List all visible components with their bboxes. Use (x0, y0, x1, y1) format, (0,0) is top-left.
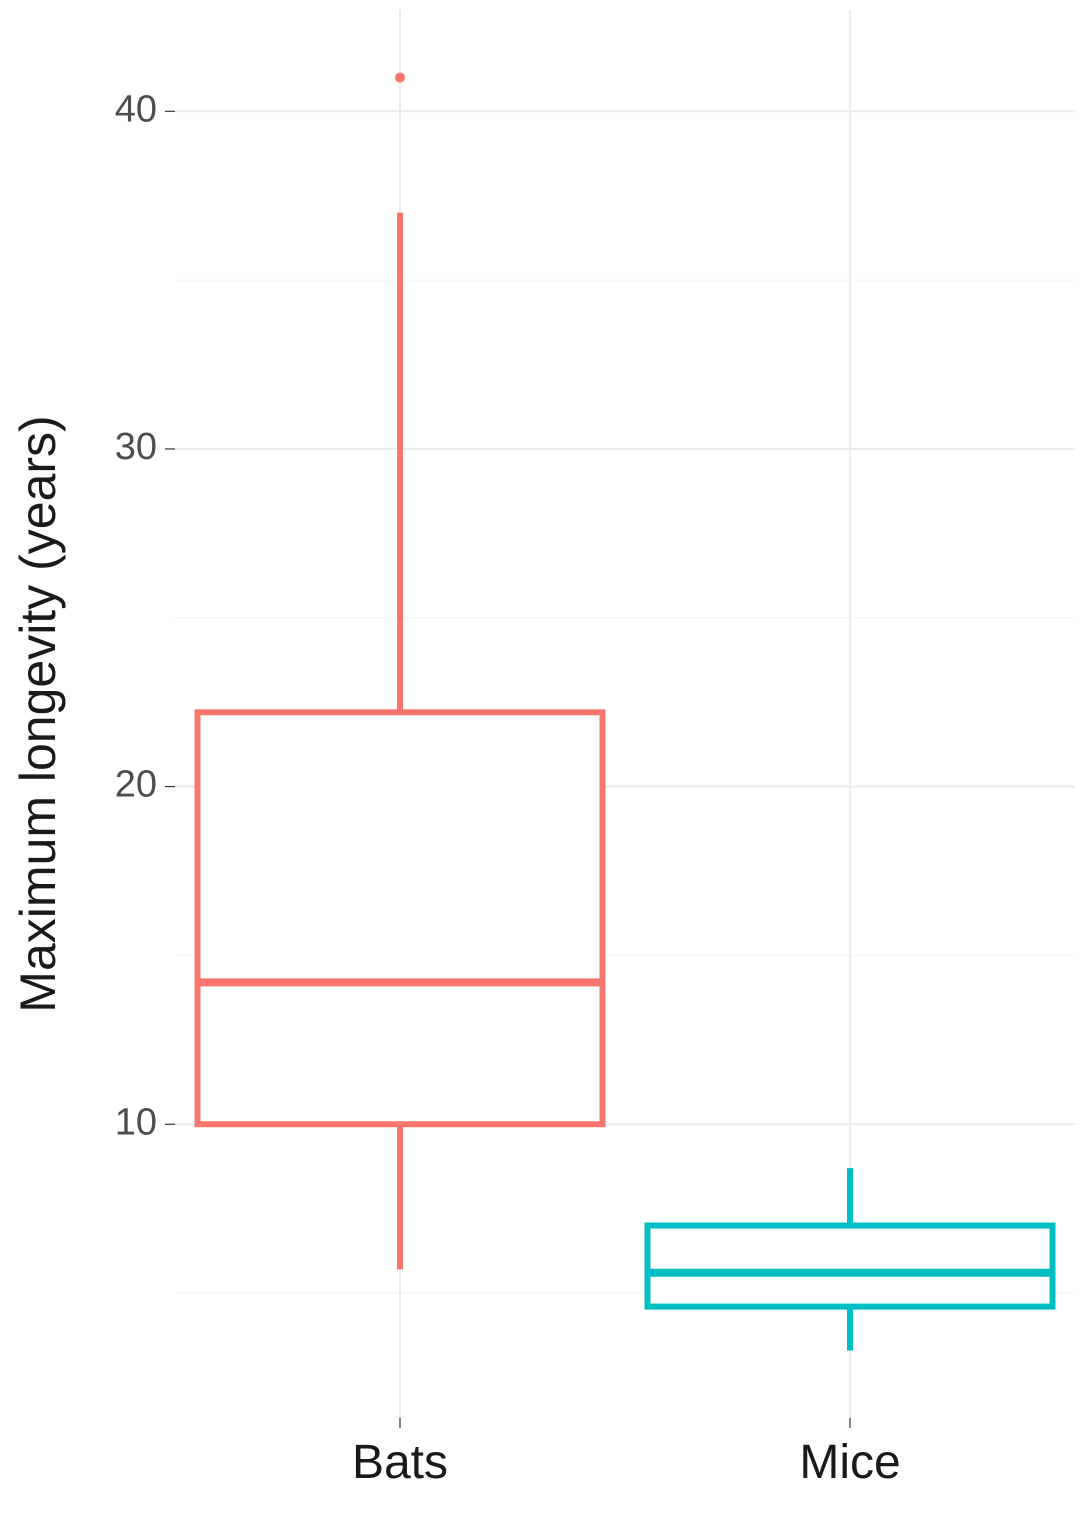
y-tick-label: 30 (115, 426, 157, 468)
y-tick-label: 10 (115, 1101, 157, 1143)
outlier-point (395, 73, 405, 83)
box-rect (648, 1226, 1053, 1307)
y-tick-label: 40 (115, 88, 157, 130)
x-tick-label: Mice (799, 1436, 900, 1489)
chart-svg: 10 20 30 40 Bats Mice Maximum longevity (years… (0, 0, 1087, 1524)
x-tick-label: Bats (352, 1436, 448, 1489)
box-rect (198, 712, 603, 1124)
y-axis-label: Maximum longevity (years) (10, 415, 66, 1012)
y-tick-label: 20 (115, 764, 157, 806)
boxplot-chart: 10 20 30 40 Bats Mice Maximum longevity (years… (0, 0, 1087, 1524)
